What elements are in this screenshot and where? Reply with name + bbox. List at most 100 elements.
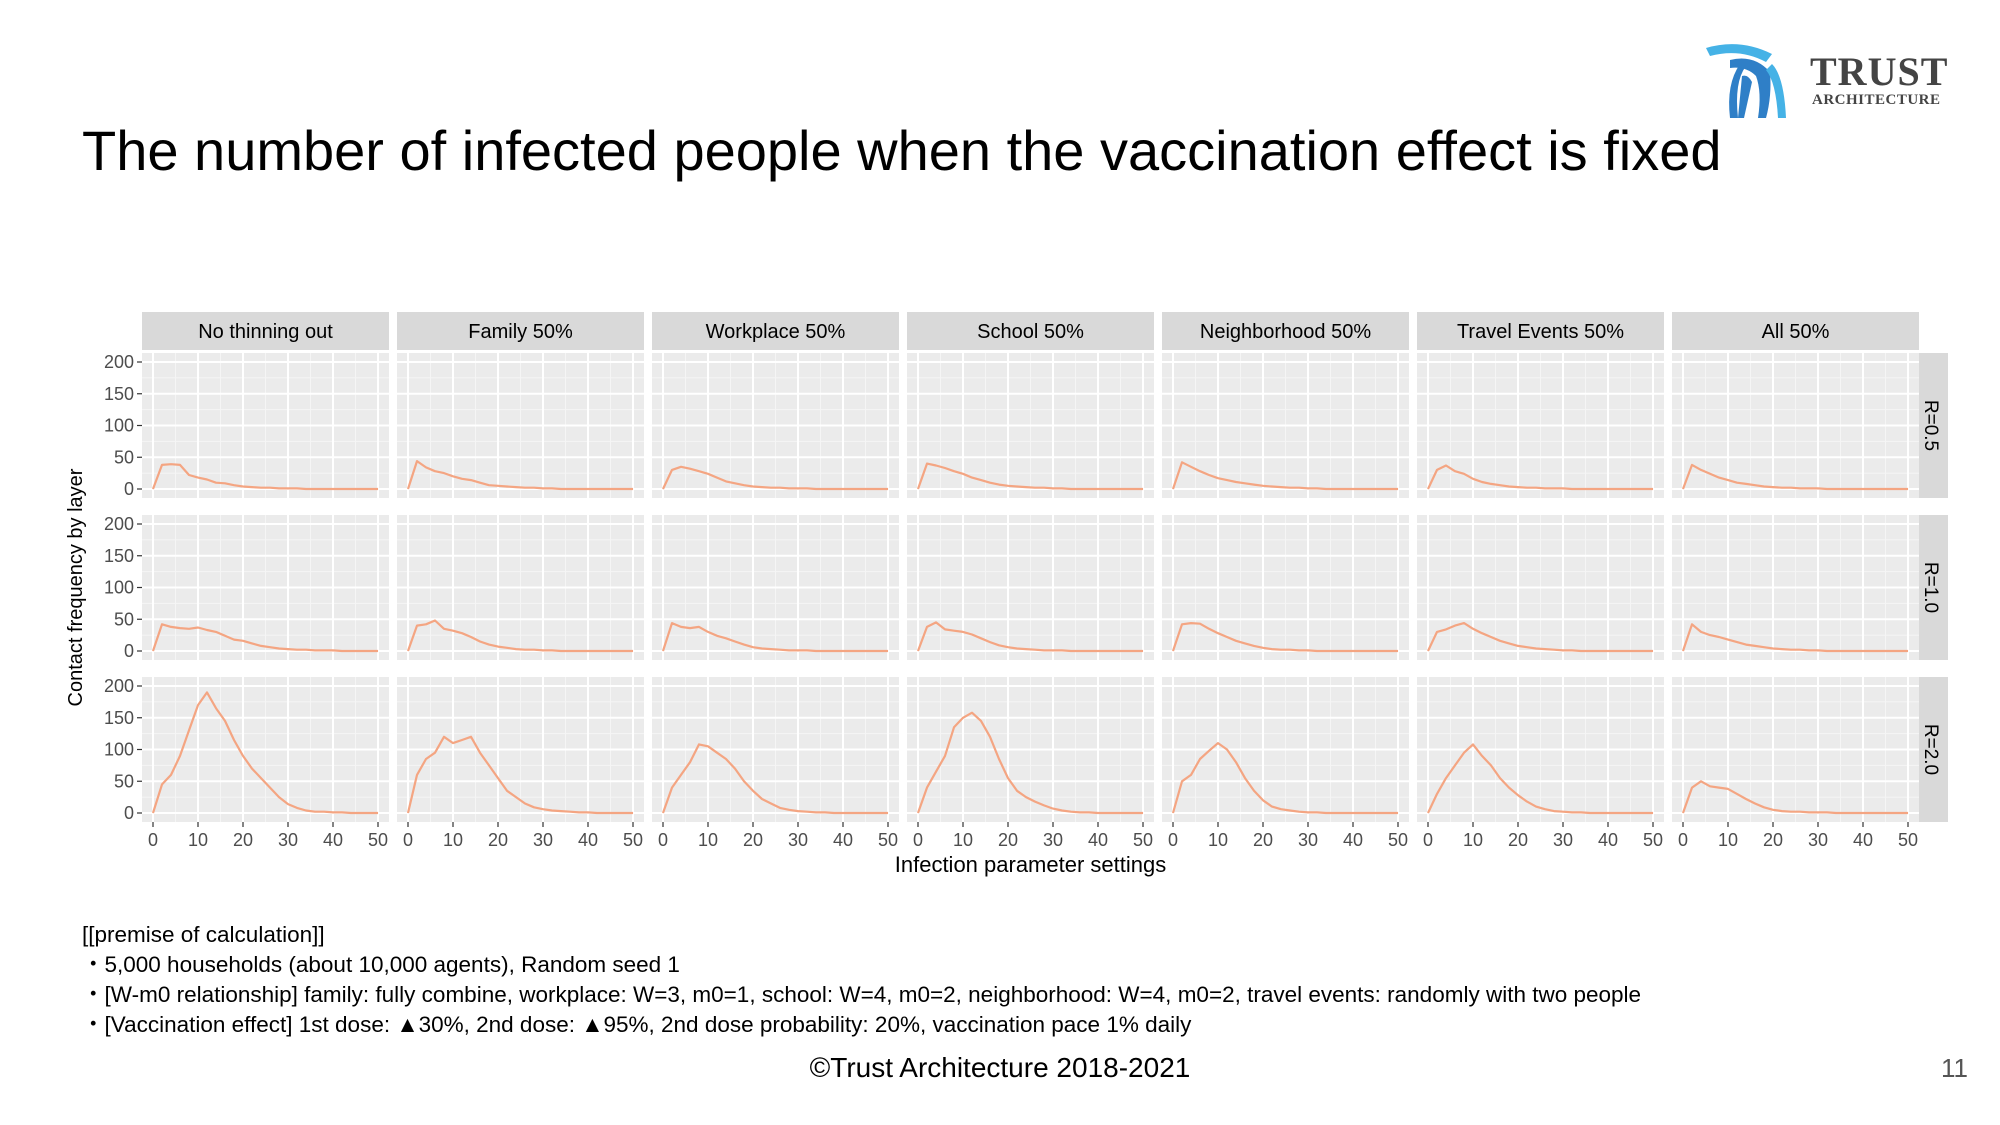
series-line	[406, 460, 633, 491]
y-tick-label: 150	[104, 384, 134, 404]
y-tick-label: 0	[124, 479, 134, 499]
x-tick-label: 10	[698, 830, 718, 850]
x-tick-label: 10	[953, 830, 973, 850]
facet-col-label: Family 50%	[468, 321, 573, 343]
facet-row-label: R=1.0	[1920, 562, 1941, 613]
premise-block: [[premise of calculation]] ・5,000 househ…	[82, 920, 1641, 1040]
facet-line-chart: No thinning out Family 50% Workplace 50% Sc…	[65, 312, 1948, 877]
x-tick-label: 10	[1463, 830, 1483, 850]
x-tick-label: 0	[1678, 830, 1688, 850]
x-tick-label: 0	[148, 830, 158, 850]
x-tick-label: 20	[743, 830, 763, 850]
facet-strip-col	[1162, 312, 1409, 350]
x-tick-label: 50	[368, 830, 388, 850]
series-line	[1171, 622, 1398, 653]
x-tick-label: 20	[1253, 830, 1273, 850]
series-line	[916, 462, 1143, 491]
x-tick-label: 50	[1388, 830, 1408, 850]
y-axis-title: Contact frequency by layer	[65, 468, 87, 706]
x-tick-label: 0	[1168, 830, 1178, 850]
facet-col-label: School 50%	[977, 321, 1084, 343]
premise-item-vaccination: ・[Vaccination effect] 1st dose: ▲30%, 2n…	[82, 1012, 1192, 1037]
series-line	[1171, 742, 1398, 815]
page-title: The number of infected people when the v…	[82, 119, 1722, 182]
premise-item-relationship: ・[W-m0 relationship] family: fully combi…	[82, 982, 1642, 1007]
x-tick-label: 30	[278, 830, 298, 850]
series-line	[661, 743, 888, 815]
facet-strip-col	[1672, 312, 1919, 350]
series-line	[151, 691, 378, 815]
facet-col-label: Travel Events 50%	[1457, 321, 1624, 343]
series-line	[1681, 780, 1908, 815]
series-line	[1427, 464, 1653, 491]
x-tick-label: 50	[1643, 830, 1663, 850]
y-tick-label: 200	[104, 676, 134, 696]
facet-strip-col	[652, 312, 899, 350]
facet-strip-col	[142, 312, 389, 350]
premise-heading: [[premise of calculation]]	[82, 922, 325, 947]
x-tick-label: 40	[323, 830, 343, 850]
x-tick-label: 20	[1763, 830, 1783, 850]
x-tick-label: 30	[1808, 830, 1828, 850]
facet-strip-col	[397, 312, 644, 350]
trust-architecture-logo	[1706, 44, 1786, 118]
y-tick-label: 200	[104, 352, 134, 372]
y-tick-label: 200	[104, 514, 134, 534]
series-line	[1171, 461, 1398, 491]
series-line	[151, 623, 378, 653]
y-tick-label: 50	[114, 609, 134, 629]
x-tick-label: 30	[1298, 830, 1318, 850]
x-tick-label: 50	[623, 830, 643, 850]
series-line	[662, 465, 888, 491]
facet-strip-col	[907, 312, 1154, 350]
series-line	[1427, 743, 1653, 815]
x-tick-label: 20	[233, 830, 253, 850]
premise-item-households: ・5,000 households (about 10,000 agents),…	[82, 952, 680, 977]
facet-col-label: Workplace 50%	[706, 321, 846, 343]
copyright: ©Trust Architecture 2018-2021	[809, 1052, 1191, 1083]
y-tick-label: 50	[114, 447, 134, 467]
facet-col-label: Neighborhood 50%	[1200, 321, 1371, 343]
x-tick-label: 50	[1898, 830, 1918, 850]
x-tick-label: 50	[878, 830, 898, 850]
x-tick-label: 0	[658, 830, 668, 850]
x-tick-label: 40	[833, 830, 853, 850]
x-tick-label: 20	[488, 830, 508, 850]
page-number: 11	[1941, 1053, 1968, 1083]
series-line	[406, 619, 633, 653]
x-tick-label: 40	[1343, 830, 1363, 850]
series-line	[151, 463, 378, 491]
series-line	[916, 711, 1143, 815]
series-line	[661, 622, 888, 653]
x-tick-label: 10	[1718, 830, 1738, 850]
x-tick-label: 30	[533, 830, 553, 850]
x-tick-label: 30	[1553, 830, 1573, 850]
x-tick-label: 20	[1508, 830, 1528, 850]
y-tick-label: 100	[104, 578, 134, 598]
series-line	[1681, 463, 1908, 491]
x-tick-label: 50	[1133, 830, 1153, 850]
facet-col-label: No thinning out	[198, 321, 333, 343]
facet-row-label: R=0.5	[1920, 400, 1941, 451]
logo-wordmark: TRUST	[1810, 49, 1949, 94]
x-tick-label: 30	[1043, 830, 1063, 850]
x-tick-label: 0	[403, 830, 413, 850]
logo-subtitle: ARCHITECTURE	[1812, 92, 1941, 108]
logo-mark-icon	[1706, 44, 1786, 118]
y-tick-label: 0	[124, 803, 134, 823]
series-line	[406, 735, 633, 815]
series-line	[1427, 622, 1653, 653]
x-tick-label: 10	[188, 830, 208, 850]
y-tick-label: 100	[104, 740, 134, 760]
y-tick-label: 100	[104, 416, 134, 436]
x-tick-label: 0	[913, 830, 923, 850]
facet-row-label: R=2.0	[1920, 724, 1941, 775]
facet-strip-col	[1417, 312, 1664, 350]
x-tick-label: 10	[443, 830, 463, 850]
y-tick-label: 150	[104, 708, 134, 728]
x-tick-label: 10	[1208, 830, 1228, 850]
x-tick-label: 40	[1598, 830, 1618, 850]
x-tick-label: 0	[1423, 830, 1433, 850]
series-line	[916, 621, 1143, 653]
x-tick-label: 40	[1088, 830, 1108, 850]
